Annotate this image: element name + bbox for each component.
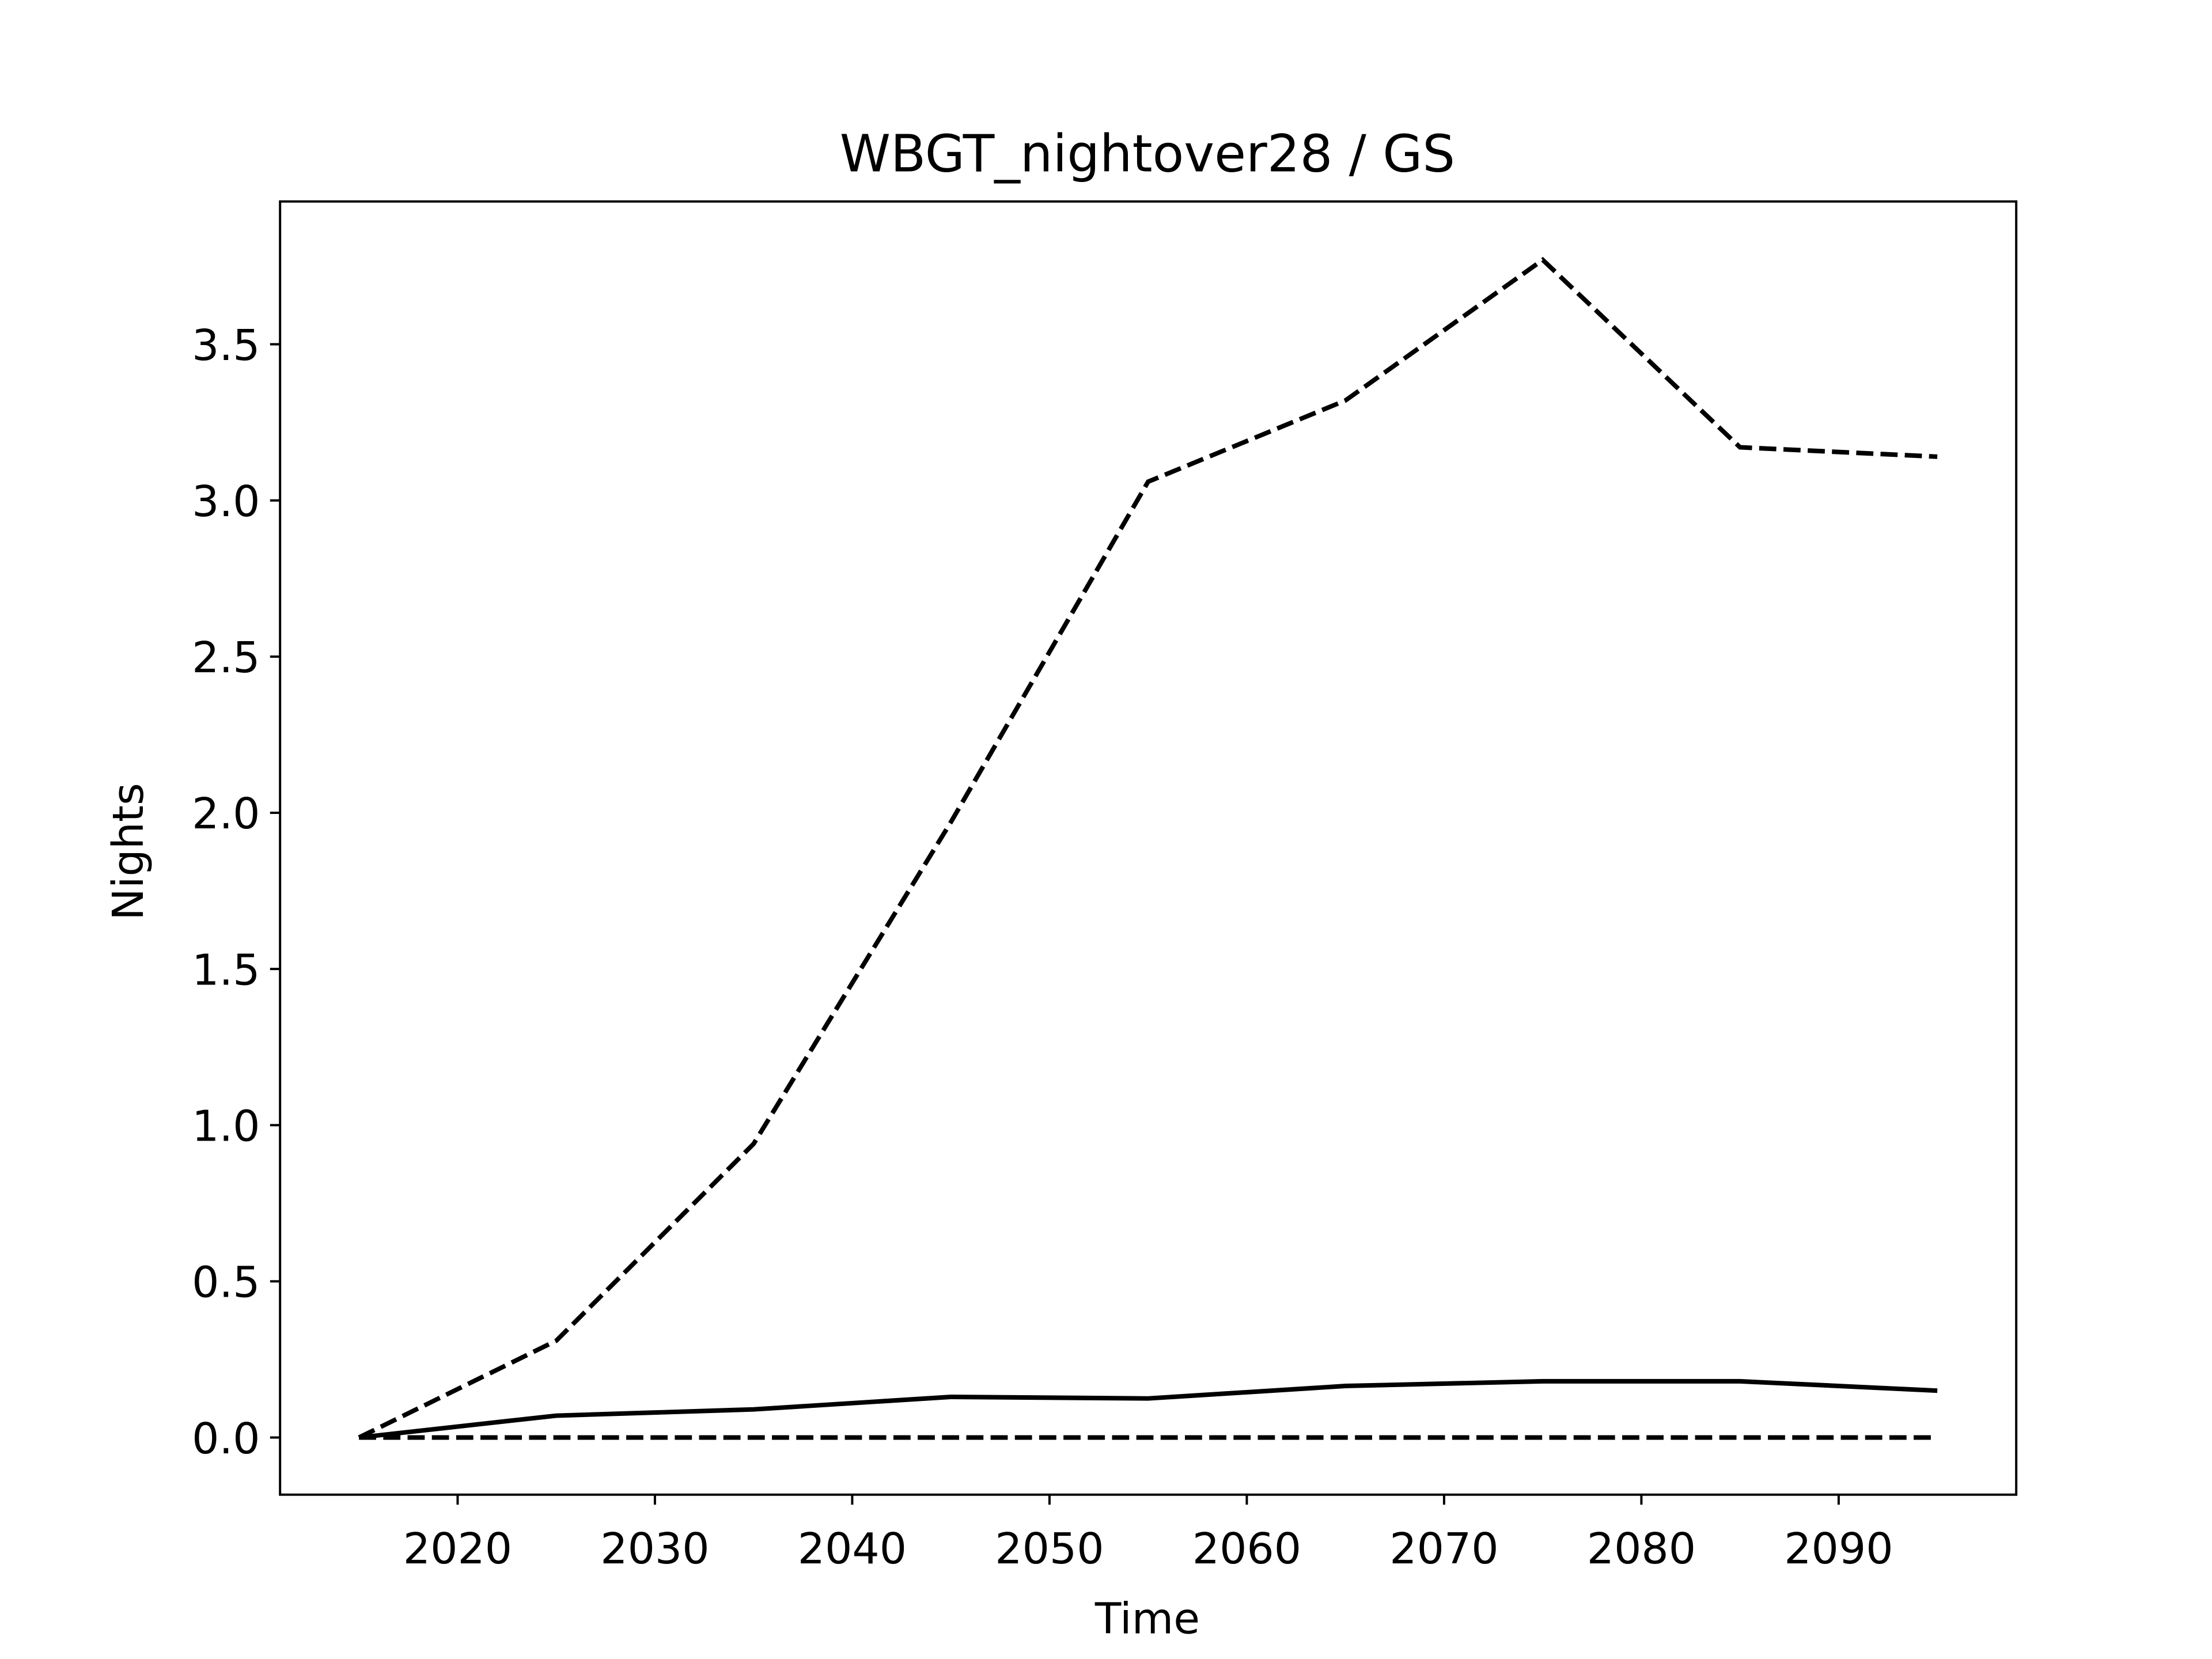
x-tick-label: 2040 bbox=[798, 1524, 907, 1574]
x-tick-label: 2090 bbox=[1784, 1524, 1893, 1574]
x-tick-label: 2020 bbox=[403, 1524, 512, 1574]
y-tick-label: 1.0 bbox=[192, 1101, 260, 1152]
x-tick-label: 2060 bbox=[1192, 1524, 1301, 1574]
y-tick-label: 0.5 bbox=[192, 1257, 260, 1308]
x-tick-label: 2070 bbox=[1389, 1524, 1498, 1574]
y-tick-label: 3.5 bbox=[192, 320, 260, 370]
series-line bbox=[358, 1378, 1938, 1440]
y-axis-label: Nights bbox=[103, 783, 153, 921]
chart-title: WBGT_nightover28 / GS bbox=[840, 124, 1455, 184]
series-line bbox=[358, 257, 1938, 1440]
x-tick-label: 2080 bbox=[1587, 1524, 1696, 1574]
x-tick-label: 2050 bbox=[995, 1524, 1104, 1574]
y-tick-label: 0.0 bbox=[192, 1414, 260, 1464]
y-tick-label: 1.5 bbox=[192, 945, 260, 995]
x-axis-label: Time bbox=[1094, 1593, 1200, 1643]
y-tick-label: 3.0 bbox=[192, 476, 260, 527]
plot-frame bbox=[279, 200, 2018, 1496]
y-tick-label: 2.0 bbox=[192, 789, 260, 839]
x-tick-label: 2030 bbox=[600, 1524, 709, 1574]
y-tick-label: 2.5 bbox=[192, 632, 260, 683]
